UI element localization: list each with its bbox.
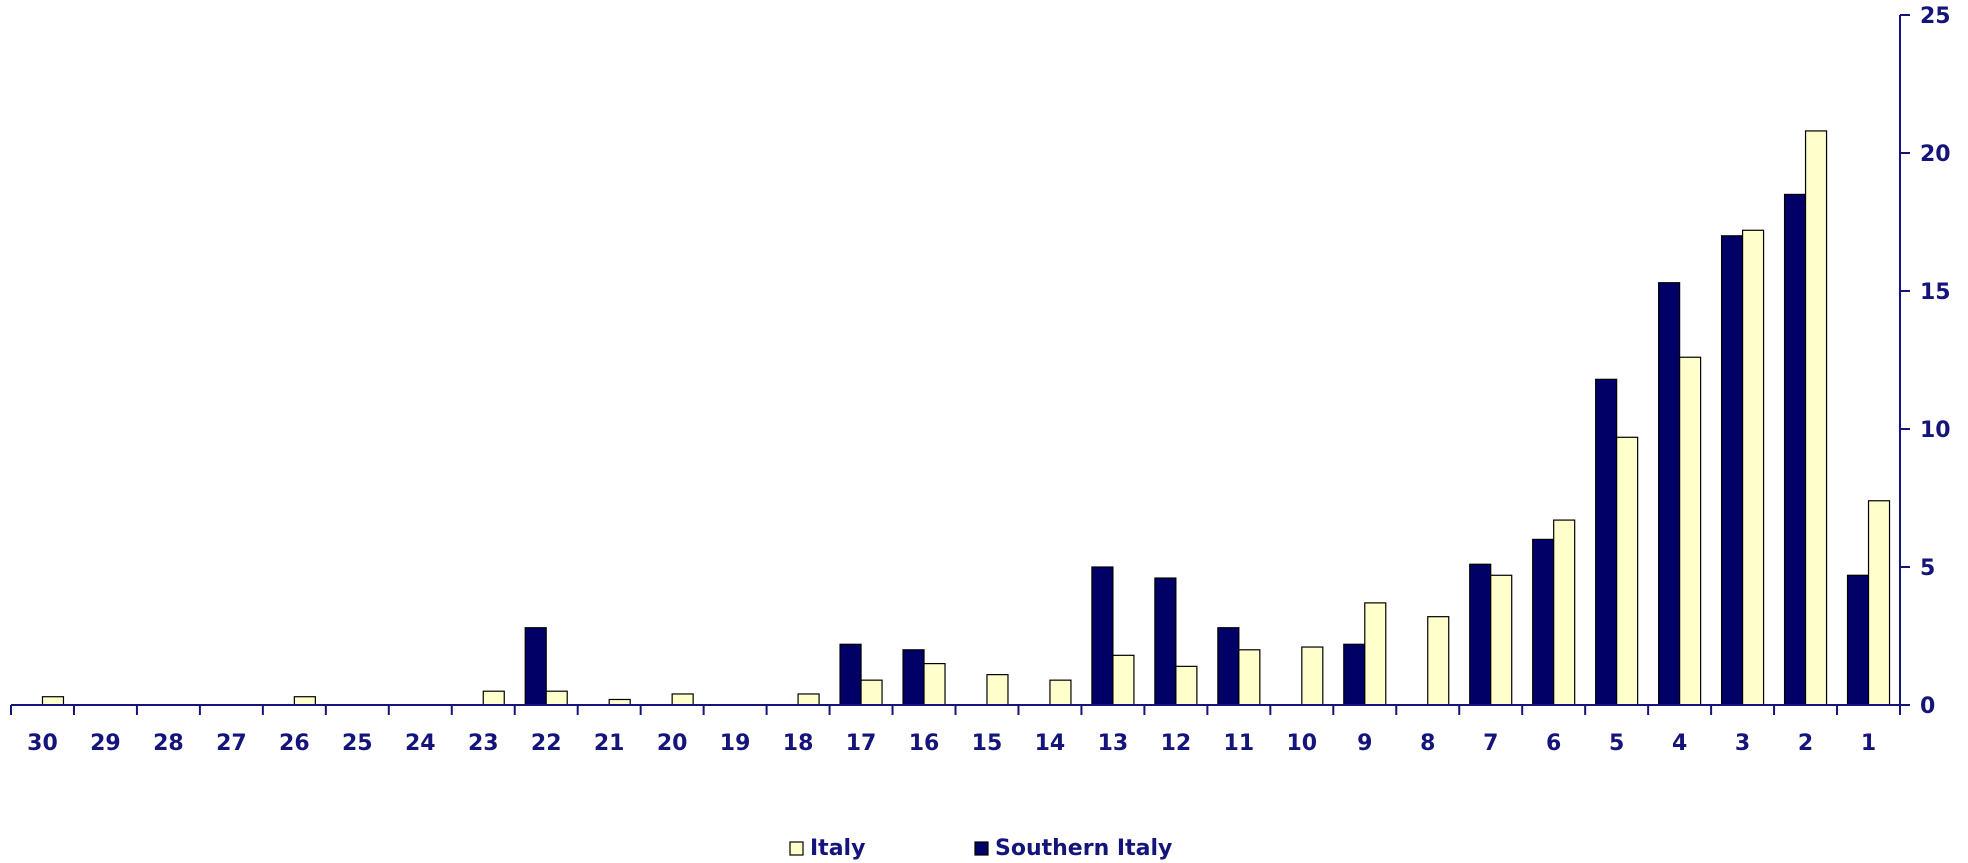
bar-italy-16	[923, 662, 946, 706]
bar-southern-italy-5	[1595, 378, 1618, 706]
bar-southern-italy-13	[1091, 566, 1114, 706]
x-tick-label: 25	[342, 731, 373, 756]
bar-italy-7	[1490, 574, 1513, 706]
x-tick-label: 20	[657, 731, 688, 756]
x-tick-label: 11	[1224, 731, 1255, 756]
bar-italy-5	[1616, 436, 1639, 706]
bar-italy-18	[797, 693, 820, 706]
bar-italy-9	[1364, 602, 1387, 706]
bar-southern-italy-11	[1217, 627, 1240, 706]
x-tick-label: 13	[1098, 731, 1129, 756]
x-tick-label: 27	[216, 731, 247, 756]
bar-italy-11	[1238, 649, 1261, 706]
bar-southern-italy-6	[1532, 538, 1555, 706]
x-tick-label: 18	[783, 731, 814, 756]
x-tick-label: 1	[1861, 731, 1876, 756]
bar-italy-30	[41, 696, 65, 706]
x-tick-label: 29	[90, 731, 121, 756]
x-tick-label: 2	[1798, 731, 1813, 756]
x-tick-label: 21	[594, 731, 625, 756]
x-tick-label: 22	[531, 731, 562, 756]
x-tick-label: 6	[1546, 731, 1561, 756]
x-tick-label: 28	[153, 731, 184, 756]
x-tick-label: 10	[1287, 731, 1318, 756]
x-tick-label: 23	[468, 731, 499, 756]
bar-italy-4	[1679, 356, 1702, 706]
bar-italy-1	[1867, 500, 1891, 706]
bar-italy-3	[1741, 229, 1765, 706]
bar-italy-17	[860, 679, 883, 706]
axes-layer	[10, 14, 1910, 715]
x-tick-label: 9	[1357, 731, 1372, 756]
bar-southern-italy-1	[1846, 574, 1870, 706]
y-tick-label: 15	[1920, 280, 1951, 305]
y-tick-label: 0	[1920, 694, 1935, 719]
x-tick-label: 30	[27, 731, 58, 756]
legend-swatch-southern-italy	[974, 841, 989, 856]
x-tick-label: 17	[846, 731, 877, 756]
x-tick-label: 26	[279, 731, 310, 756]
y-tick-label: 25	[1920, 4, 1951, 29]
x-tick-label: 8	[1420, 731, 1435, 756]
bar-italy-8	[1427, 616, 1450, 706]
bar-italy-22	[545, 690, 568, 706]
bar-southern-italy-4	[1658, 282, 1681, 706]
bar-southern-italy-7	[1469, 563, 1492, 706]
x-tick-label: 4	[1672, 731, 1687, 756]
bar-southern-italy-12	[1154, 577, 1177, 706]
x-tick-label: 19	[720, 731, 751, 756]
bar-italy-13	[1112, 654, 1135, 706]
bars-layer	[41, 130, 1891, 706]
bar-italy-12	[1175, 665, 1198, 706]
bar-southern-italy-2	[1783, 193, 1807, 706]
legend-label-southern-italy: Southern Italy	[995, 836, 1172, 861]
bar-southern-italy-16	[902, 649, 925, 706]
bar-southern-italy-9	[1343, 643, 1366, 706]
legend-label-italy: Italy	[810, 836, 865, 861]
bar-italy-14	[1049, 679, 1072, 706]
y-tick-label: 10	[1920, 418, 1951, 443]
bar-southern-italy-3	[1720, 235, 1744, 706]
legend: Italy Southern Italy	[789, 836, 1172, 861]
bar-southern-italy-17	[839, 643, 862, 706]
y-tick-label: 5	[1920, 556, 1935, 581]
bar-italy-10	[1301, 646, 1324, 706]
x-tick-labels: 30 29 28 27 26 25 24 23 22 21 20 19 18 17 16 15 14 13 12 11…	[27, 731, 1876, 756]
bar-italy-23	[482, 690, 505, 706]
x-tick-label: 12	[1161, 731, 1192, 756]
bar-italy-26	[293, 696, 316, 706]
bar-italy-2	[1804, 130, 1828, 706]
bar-italy-20	[671, 693, 694, 706]
x-tick-label: 3	[1735, 731, 1750, 756]
x-tick-label: 7	[1483, 731, 1498, 756]
x-tick-label: 14	[1035, 731, 1066, 756]
legend-swatch-italy	[789, 841, 804, 856]
bar-italy-15	[986, 674, 1009, 706]
bar-southern-italy-22	[524, 627, 547, 706]
bar-italy-6	[1553, 519, 1576, 706]
x-tick-label: 15	[972, 731, 1003, 756]
y-tick-labels: 0 5 10 15 20 25	[1920, 4, 1951, 719]
y-tick-label: 20	[1920, 142, 1951, 167]
x-tick-label: 5	[1609, 731, 1624, 756]
x-tick-label: 16	[909, 731, 940, 756]
x-tick-label: 24	[405, 731, 436, 756]
